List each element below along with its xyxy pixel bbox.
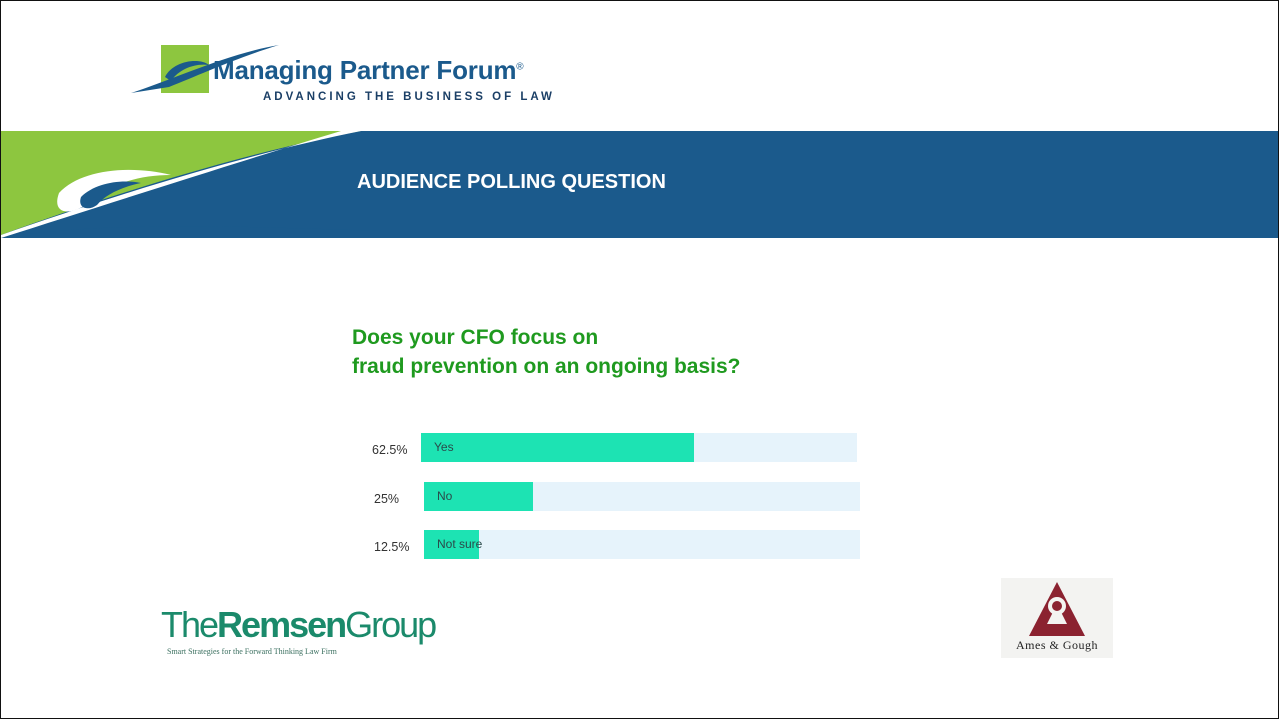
poll-bar-fill <box>424 530 479 559</box>
remsen-group-logo: TheRemsenGroup Smart Strategies for the … <box>161 604 437 657</box>
poll-question: Does your CFO focus on fraud prevention … <box>352 323 741 381</box>
poll-percent: 12.5% <box>374 540 410 554</box>
logo-tagline: ADVANCING THE BUSINESS OF LAW <box>263 91 555 103</box>
poll-bar-track: Not sure <box>424 530 860 559</box>
ames-gough-emblem-icon <box>1029 582 1085 636</box>
poll-bar-track: Yes <box>421 433 857 462</box>
managing-partner-forum-logo: Managing Partner Forum® ADVANCING THE BU… <box>129 41 569 111</box>
logo-swoosh-icon <box>131 45 279 93</box>
remsen-tagline: Smart Strategies for the Forward Thinkin… <box>167 647 337 656</box>
question-line-1: Does your CFO focus on <box>352 326 599 349</box>
poll-percent: 62.5% <box>372 443 408 457</box>
banner-title: AUDIENCE POLLING QUESTION <box>357 171 666 193</box>
ames-gough-name: Ames & Gough <box>1016 638 1098 652</box>
poll-option-label: No <box>437 489 453 503</box>
logo-title: Managing Partner Forum® <box>213 55 524 85</box>
poll-bar-track: No <box>424 482 860 511</box>
question-line-2: fraud prevention on an ongoing basis? <box>352 355 741 378</box>
banner-graphic <box>1 131 1278 238</box>
poll-bar-fill <box>421 433 694 462</box>
poll-percent: 25% <box>374 492 400 506</box>
poll-bar-fill <box>424 482 533 511</box>
ames-gough-logo: Ames & Gough <box>1001 578 1113 658</box>
poll-option-label: Yes <box>434 440 454 454</box>
poll-option-label: Not sure <box>437 537 483 551</box>
remsen-wordmark: TheRemsenGroup <box>161 604 437 645</box>
title-banner <box>1 131 1278 238</box>
